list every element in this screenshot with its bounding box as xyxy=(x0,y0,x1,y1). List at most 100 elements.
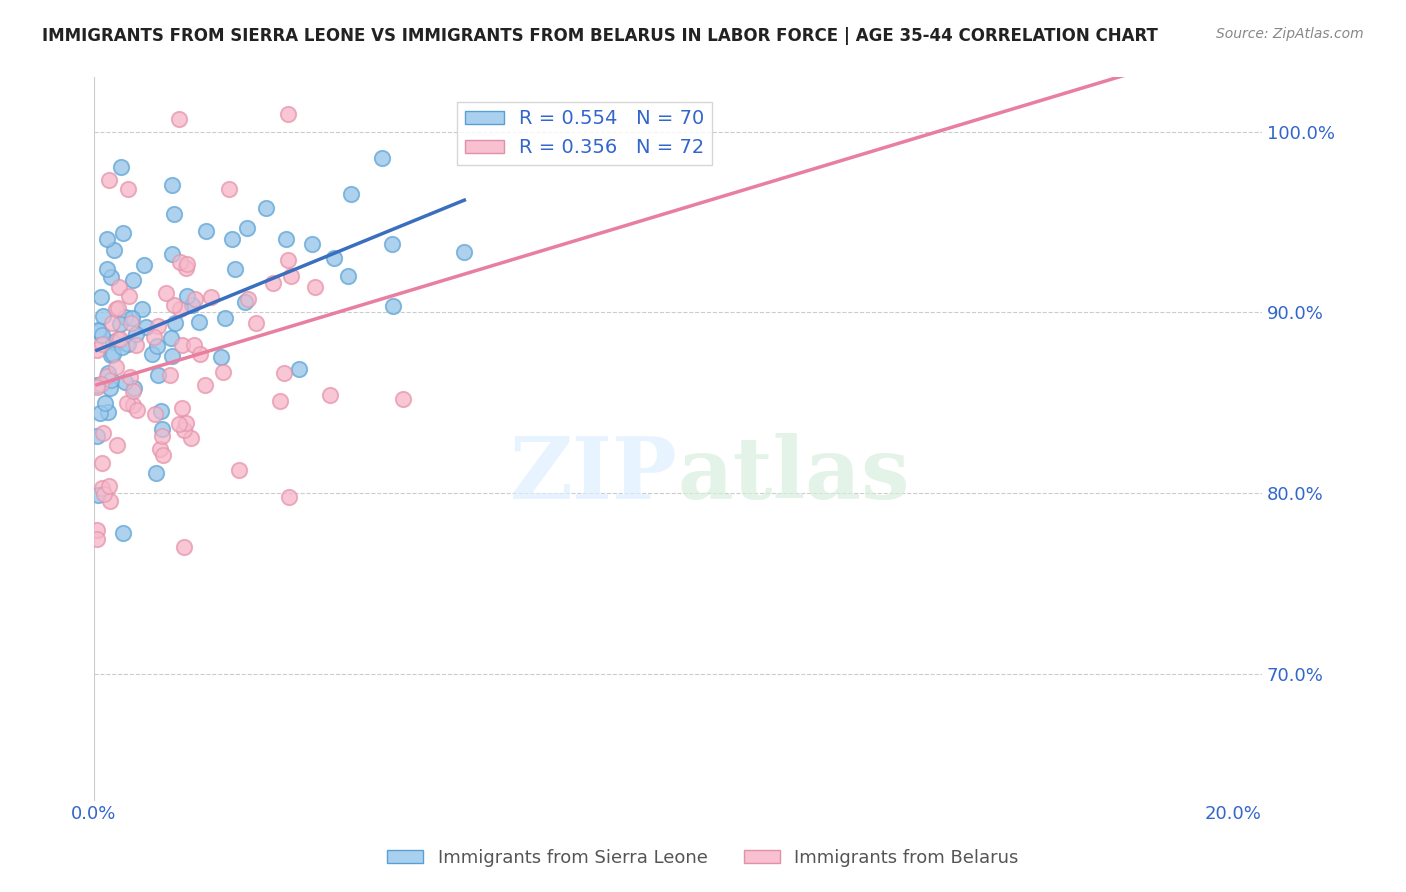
Point xyxy=(98,494,121,508)
Point xyxy=(86,377,108,392)
Point xyxy=(91,337,114,351)
Point xyxy=(86,380,108,394)
Point xyxy=(98,494,121,508)
Point xyxy=(120,316,142,330)
Point xyxy=(235,221,257,235)
Point xyxy=(94,396,117,410)
Point xyxy=(125,326,148,341)
Point xyxy=(169,112,191,127)
Point xyxy=(221,232,243,246)
Point xyxy=(159,331,181,345)
Point xyxy=(112,526,135,541)
Point xyxy=(145,466,167,480)
Point xyxy=(97,479,120,493)
Point xyxy=(108,280,131,294)
Point xyxy=(110,332,132,346)
Point xyxy=(152,449,174,463)
Point xyxy=(110,160,132,174)
Point xyxy=(228,463,250,477)
Point xyxy=(96,262,118,277)
Point xyxy=(91,337,114,351)
Point xyxy=(235,221,257,235)
Point xyxy=(132,258,155,272)
Point xyxy=(107,333,129,347)
Point xyxy=(236,292,259,306)
Point xyxy=(214,311,236,326)
Point xyxy=(169,112,191,127)
Point xyxy=(86,343,108,357)
Point xyxy=(96,231,118,245)
Point xyxy=(172,338,194,352)
Point xyxy=(391,392,413,406)
Point xyxy=(131,302,153,317)
Point xyxy=(371,151,394,165)
Point xyxy=(125,326,148,341)
Point xyxy=(97,479,120,493)
Point xyxy=(193,378,215,392)
Point xyxy=(125,402,148,417)
Point xyxy=(162,349,184,363)
Point xyxy=(148,442,170,457)
Point xyxy=(245,316,267,330)
Point xyxy=(142,330,165,344)
Point xyxy=(276,232,298,246)
Point xyxy=(117,182,139,196)
Point xyxy=(104,359,127,374)
Point xyxy=(176,257,198,271)
Point xyxy=(183,337,205,351)
Point xyxy=(155,285,177,300)
Point xyxy=(173,423,195,437)
Point xyxy=(114,310,136,325)
Point xyxy=(163,316,186,330)
Point xyxy=(111,340,134,354)
Point xyxy=(103,243,125,257)
Point xyxy=(382,299,405,313)
Point xyxy=(96,368,118,383)
Point xyxy=(118,289,141,303)
Point xyxy=(91,456,114,470)
Point xyxy=(304,280,326,294)
Point xyxy=(115,396,138,410)
Point xyxy=(90,328,112,343)
Point xyxy=(135,320,157,334)
Point xyxy=(122,273,145,287)
Point xyxy=(93,486,115,500)
Point xyxy=(340,187,363,202)
Text: atlas: atlas xyxy=(678,434,911,517)
Point xyxy=(111,340,134,354)
Point xyxy=(169,255,191,269)
Point xyxy=(115,335,138,350)
Point xyxy=(91,310,114,324)
Point xyxy=(193,378,215,392)
Point xyxy=(169,301,191,316)
Point xyxy=(169,301,191,316)
Point xyxy=(143,407,166,421)
Point xyxy=(145,466,167,480)
Point xyxy=(143,407,166,421)
Point xyxy=(122,398,145,412)
Point xyxy=(141,347,163,361)
Point xyxy=(90,376,112,391)
Point xyxy=(94,396,117,410)
Point xyxy=(381,237,404,252)
Point xyxy=(100,348,122,362)
Text: ZIP: ZIP xyxy=(510,434,678,517)
Point xyxy=(86,343,108,357)
Point xyxy=(277,253,299,268)
Point xyxy=(221,232,243,246)
Point xyxy=(190,347,212,361)
Point xyxy=(277,106,299,120)
Point xyxy=(121,311,143,326)
Point xyxy=(131,302,153,317)
Point xyxy=(159,368,181,382)
Point xyxy=(276,232,298,246)
Point xyxy=(87,487,110,501)
Point xyxy=(97,367,120,381)
Point xyxy=(162,298,184,312)
Point xyxy=(104,359,127,374)
Point xyxy=(149,404,172,418)
Point xyxy=(87,324,110,338)
Point xyxy=(170,401,193,416)
Point xyxy=(107,301,129,315)
Point xyxy=(183,292,205,306)
